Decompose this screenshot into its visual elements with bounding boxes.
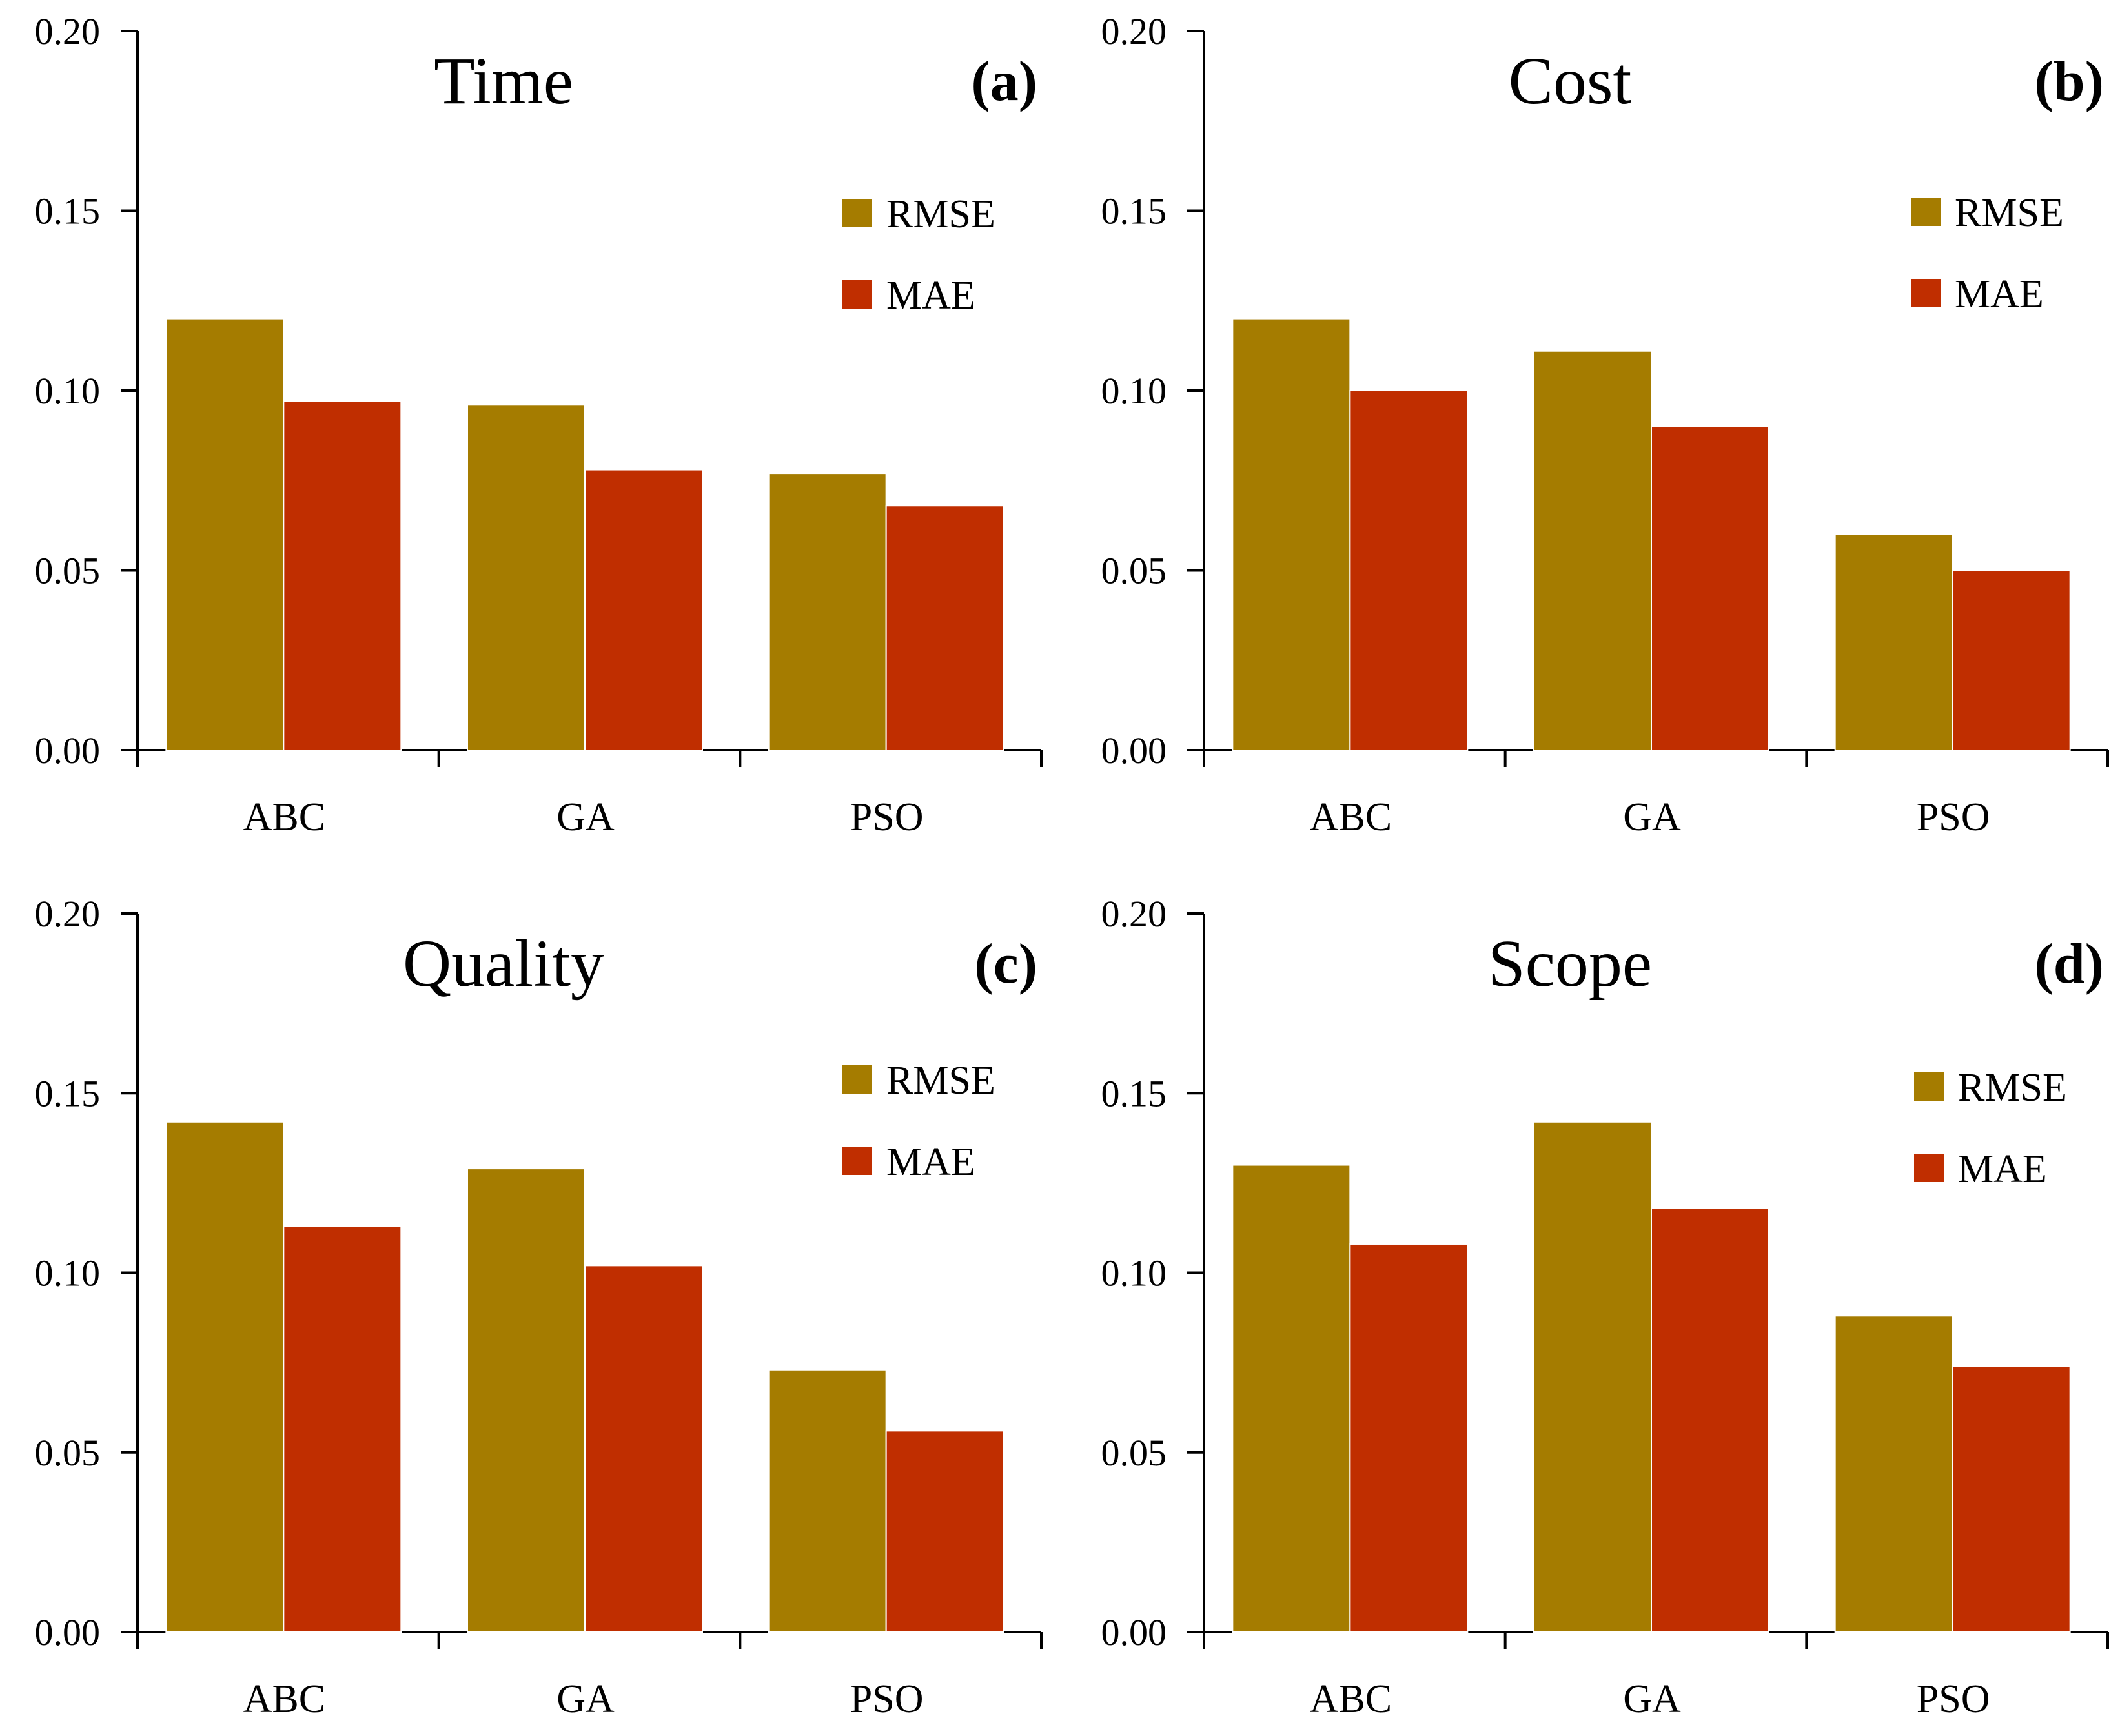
y-tick-label: 0.10	[1101, 370, 1167, 412]
x-tick-label: ABC	[1310, 795, 1392, 839]
legend-label-mae: MAE	[886, 274, 975, 318]
panel-label: (c)	[974, 933, 1037, 996]
y-tick-label: 0.20	[1101, 893, 1167, 935]
y-tick-label: 0.10	[35, 370, 101, 412]
x-tick-label: ABC	[243, 1677, 325, 1721]
bar-mae-abc	[1349, 1243, 1469, 1633]
x-tick-label: GA	[556, 795, 615, 839]
bar-mae-pso	[1952, 569, 2071, 751]
panel-label: (d)	[2034, 933, 2104, 996]
bar-mae-pso	[885, 1430, 1004, 1633]
legend-swatch-rmse	[1914, 1072, 1944, 1101]
bar-mae-ga	[1651, 1207, 1769, 1633]
panel-label: (a)	[971, 50, 1037, 113]
y-tick-label: 0.00	[1101, 730, 1167, 771]
bar-mae-abc	[283, 1225, 402, 1633]
x-tick-label: PSO	[1917, 795, 1990, 839]
y-tick-label: 0.20	[1101, 10, 1167, 52]
x-tick-label: PSO	[850, 795, 924, 839]
x-tick-label: GA	[556, 1677, 615, 1721]
y-tick-label: 0.15	[1101, 190, 1167, 232]
y-tick-label: 0.05	[1101, 1432, 1167, 1474]
legend-swatch-mae	[842, 280, 872, 309]
x-tick-label: ABC	[1310, 1677, 1392, 1721]
legend-swatch-mae	[1914, 1154, 1944, 1182]
chart-panel-cost: 0.00 0.05 0.10 0.15 0.20 ABC GA PSO Cost (b) RMSE M…	[1101, 10, 2109, 839]
chart-title: Cost	[1509, 44, 1632, 118]
bar-rmse-pso	[1834, 533, 1953, 751]
bar-mae-abc	[1349, 390, 1469, 751]
y-tick-label: 0.20	[35, 893, 101, 935]
legend-swatch-rmse	[842, 1065, 872, 1094]
y-tick-label: 0.05	[1101, 550, 1167, 592]
bar-rmse-abc	[1232, 318, 1351, 751]
y-tick-label: 0.00	[35, 1611, 101, 1653]
legend-label-rmse: RMSE	[886, 192, 995, 236]
y-tick-label: 0.05	[35, 550, 101, 592]
legend-label-mae: MAE	[1958, 1147, 2047, 1191]
y-tick-label: 0.10	[1101, 1252, 1167, 1294]
legend-swatch-rmse	[842, 199, 872, 227]
y-tick-label: 0.00	[35, 730, 101, 771]
bar-mae-ga	[584, 1265, 703, 1633]
legend-label-rmse: RMSE	[1955, 191, 2064, 235]
chart-title: Quality	[403, 926, 604, 1001]
legend-label-rmse: RMSE	[886, 1059, 995, 1103]
legend-swatch-mae	[842, 1147, 872, 1175]
legend-label-rmse: RMSE	[1958, 1066, 2067, 1110]
y-tick-label: 0.20	[35, 10, 101, 52]
chart-title: Scope	[1488, 926, 1652, 1001]
bar-mae-pso	[885, 505, 1004, 751]
bar-rmse-abc	[1232, 1164, 1351, 1633]
bar-rmse-pso	[768, 473, 887, 751]
bar-rmse-ga	[467, 404, 586, 751]
bar-rmse-pso	[1834, 1315, 1953, 1633]
legend-label-mae: MAE	[1955, 272, 2044, 316]
chart-panel-quality: 0.00 0.05 0.10 0.15 0.20 ABC GA PSO Quality (c) RM…	[35, 893, 1043, 1721]
bar-mae-abc	[283, 400, 402, 751]
chart-panel-time: 0.00 0.05 0.10 0.15 0.20 ABC GA PSO Time (a) RMSE M…	[35, 10, 1043, 839]
bar-rmse-ga	[1533, 1121, 1652, 1633]
y-tick-label: 0.10	[35, 1252, 101, 1294]
bar-rmse-abc	[165, 1121, 285, 1633]
bar-mae-pso	[1952, 1365, 2071, 1633]
y-tick-label: 0.15	[1101, 1072, 1167, 1114]
bar-rmse-pso	[768, 1369, 887, 1633]
y-tick-label: 0.05	[35, 1432, 101, 1474]
legend-swatch-mae	[1911, 279, 1941, 307]
y-tick-label: 0.15	[35, 1072, 101, 1114]
y-tick-label: 0.00	[1101, 1611, 1167, 1653]
bar-mae-ga	[1651, 425, 1769, 751]
chart-title: Time	[434, 44, 573, 118]
legend-swatch-rmse	[1911, 198, 1941, 226]
y-tick-label: 0.15	[35, 190, 101, 232]
bar-rmse-ga	[467, 1168, 586, 1633]
bar-mae-ga	[584, 469, 703, 751]
legend-label-mae: MAE	[886, 1140, 975, 1184]
panel-label: (b)	[2034, 50, 2104, 113]
bar-rmse-abc	[165, 318, 285, 751]
x-tick-label: GA	[1623, 1677, 1681, 1721]
chart-panel-scope: 0.00 0.05 0.10 0.15 0.20 ABC GA PSO Scope (d) RMSE…	[1101, 893, 2109, 1721]
bar-rmse-ga	[1533, 350, 1652, 751]
x-tick-label: PSO	[1917, 1677, 1990, 1721]
x-tick-label: GA	[1623, 795, 1681, 839]
x-tick-label: PSO	[850, 1677, 924, 1721]
x-tick-label: ABC	[243, 795, 325, 839]
